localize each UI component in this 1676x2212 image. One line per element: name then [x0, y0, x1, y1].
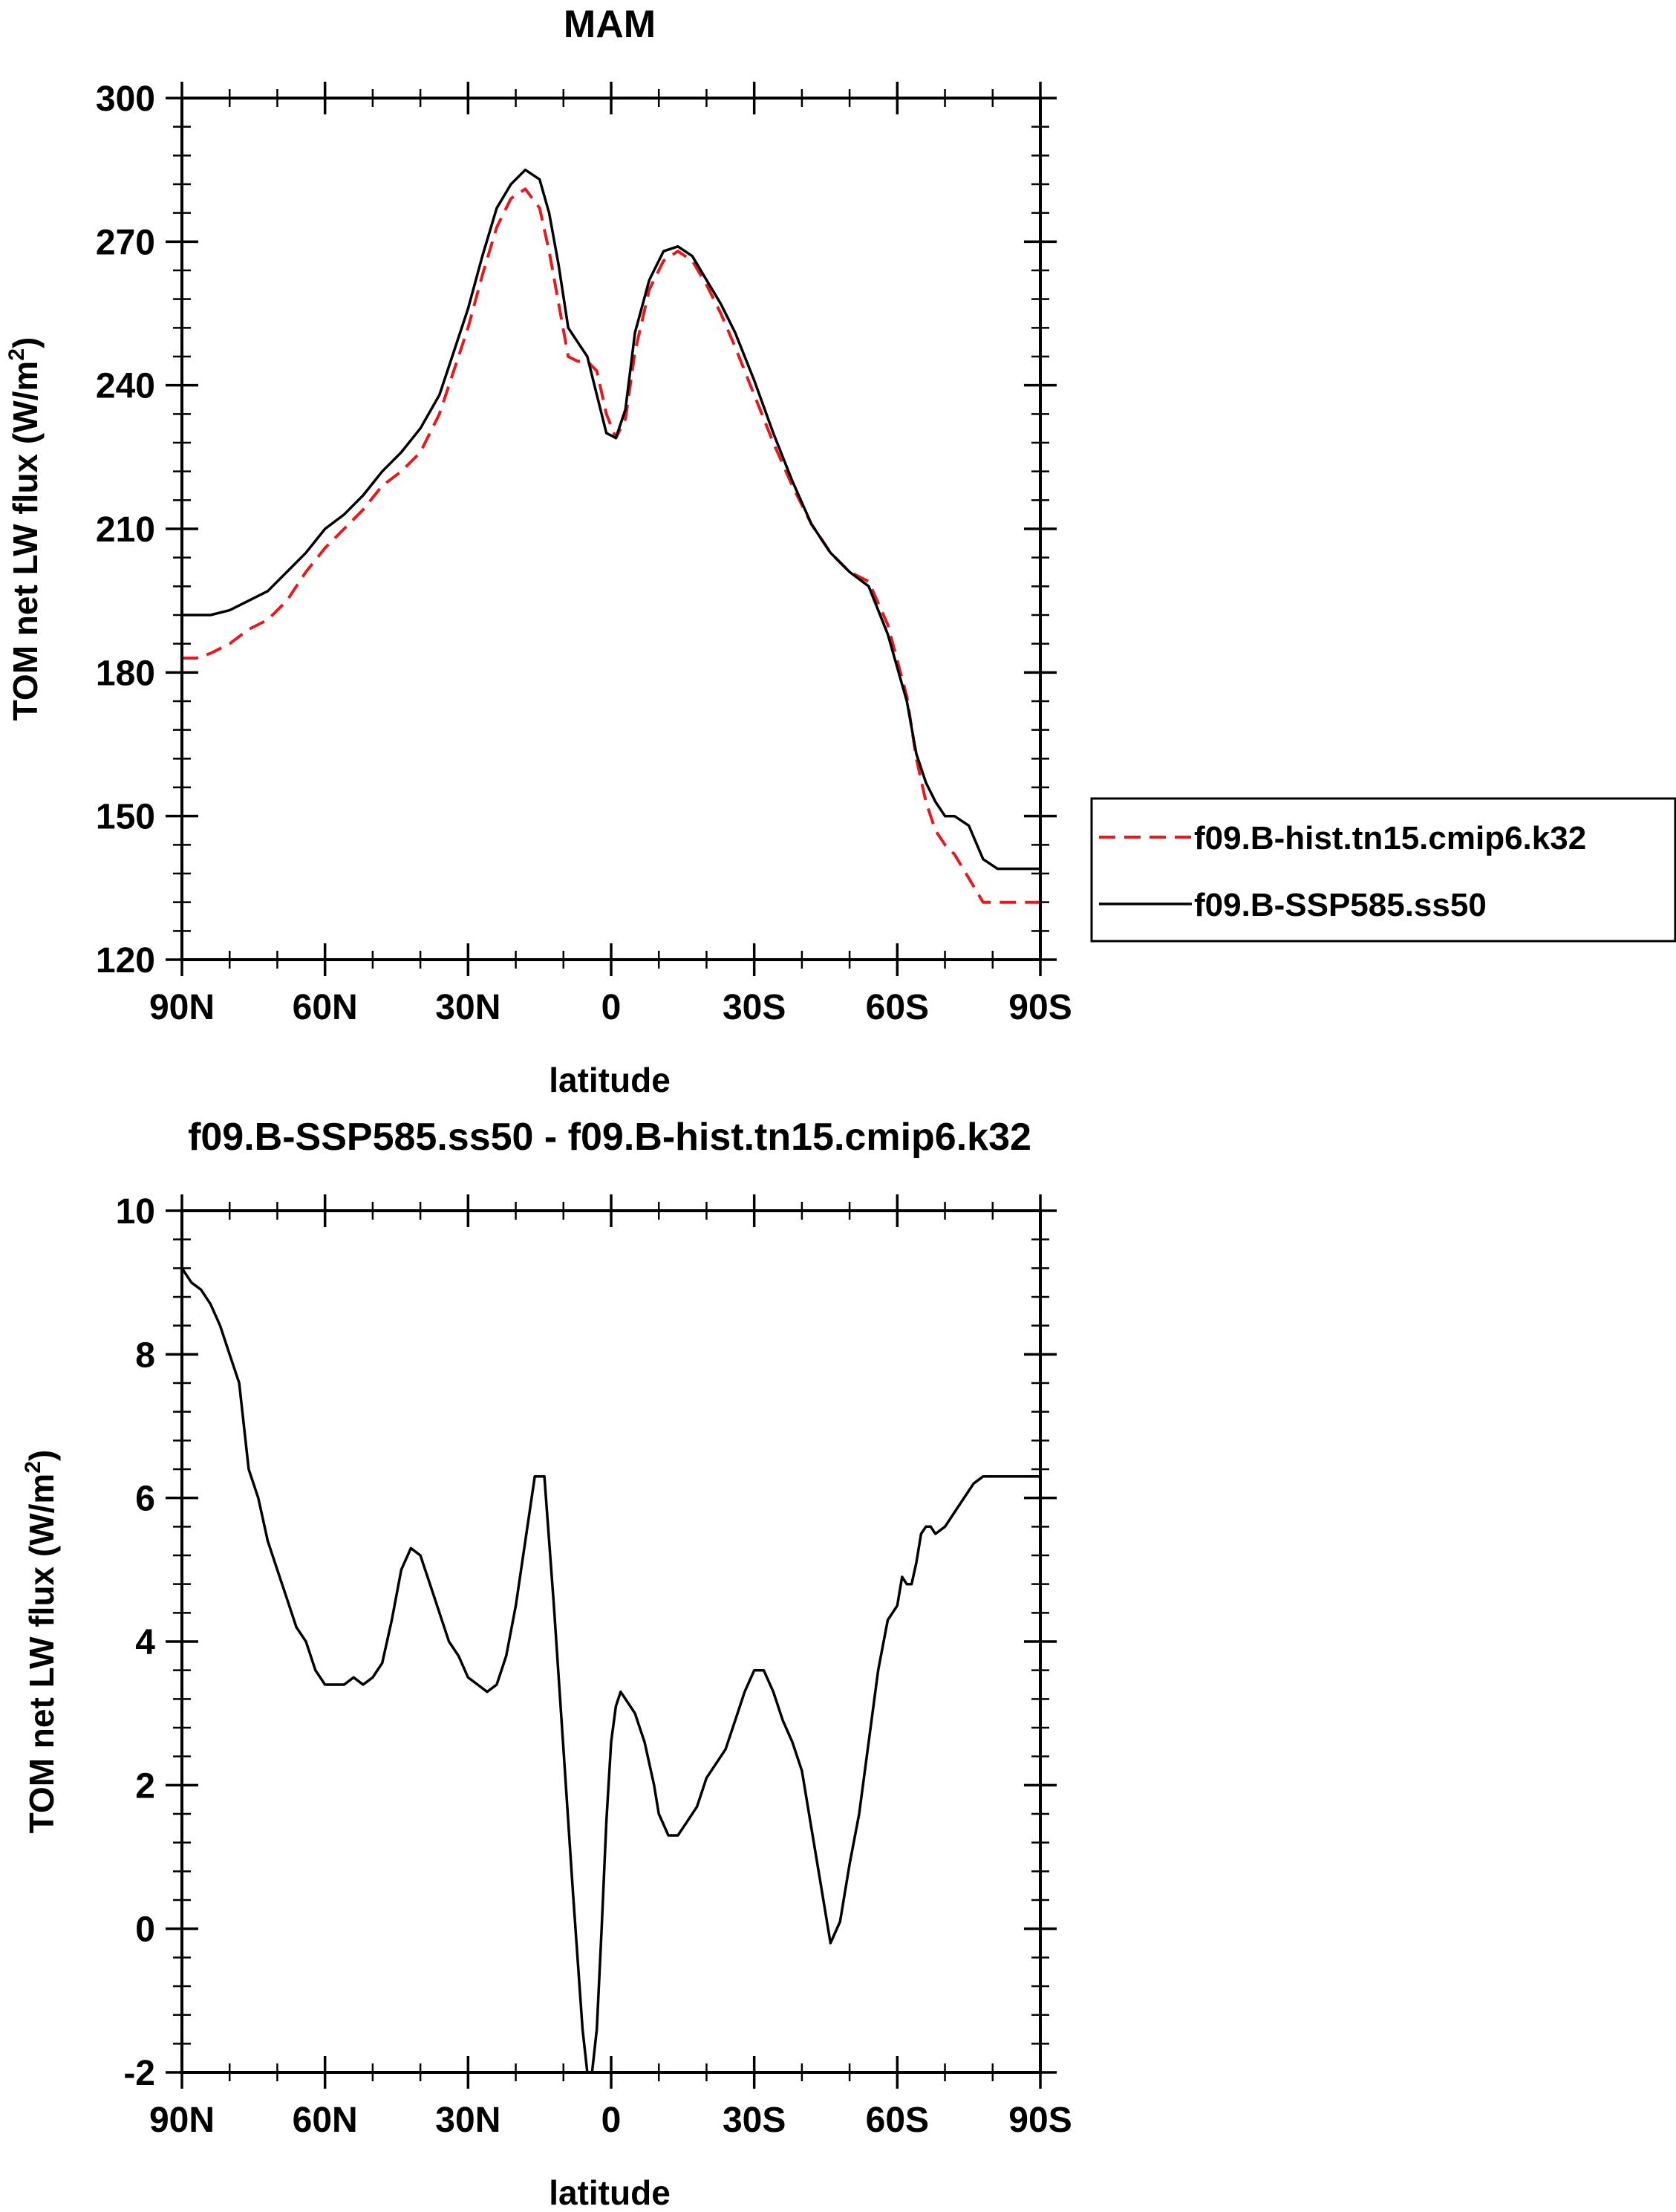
top-x-tick-labels: 90N 60N 30N 0 30S 60S 90S	[149, 988, 1072, 1027]
top-y-tick-label: 120	[96, 941, 155, 980]
top-x-tick-label: 0	[601, 988, 622, 1027]
top-plot-frame	[180, 97, 1042, 961]
bottom-series	[180, 1267, 1040, 2074]
top-x-tick-label: 60N	[293, 988, 358, 1027]
bottom-x-tick-label: 90S	[1008, 2101, 1072, 2140]
bottom-series-line-difference	[180, 1267, 1040, 2074]
bottom-chart-title: f09.B-SSP585.ss50 - f09.B-hist.tn15.cmip…	[188, 1116, 1031, 1159]
top-y-axis-title-superscript: 2	[4, 348, 29, 361]
bottom-y-tick-label: 10	[116, 1192, 155, 1232]
top-chart-title: MAM	[564, 3, 656, 46]
top-y-tick-label: 270	[96, 223, 155, 262]
top-x-tick-label: 60S	[866, 988, 929, 1027]
top-y-tick-label: 210	[96, 510, 155, 550]
bottom-y-tick-labels: -2 0 2 4 6 8 10	[116, 1192, 156, 2093]
legend: f09.B-hist.tn15.cmip6.k32 f09.B-SSP585.s…	[1090, 797, 1676, 943]
bottom-x-tick-label: 0	[601, 2101, 622, 2140]
top-axis-ticks	[166, 82, 1057, 976]
top-x-tick-label: 90S	[1008, 988, 1072, 1027]
top-y-axis-title: TOM net LW flux (W/m2)	[4, 337, 45, 721]
top-y-tick-label: 150	[96, 798, 155, 837]
top-x-tick-label: 30N	[435, 988, 500, 1027]
bottom-y-tick-label: 8	[135, 1336, 155, 1375]
bottom-axis-ticks	[166, 1194, 1057, 2089]
bottom-x-tick-label: 60S	[866, 2101, 929, 2140]
top-y-tick-labels: 120 150 180 210 240 270 300	[96, 79, 155, 980]
legend-label-hist: f09.B-hist.tn15.cmip6.k32	[1194, 820, 1586, 856]
bottom-plot-frame	[180, 1209, 1042, 2074]
top-x-tick-label: 30S	[723, 988, 786, 1027]
top-y-axis-title-suffix: )	[6, 337, 45, 348]
top-y-tick-label: 240	[96, 367, 155, 406]
bottom-y-tick-label: 4	[135, 1623, 155, 1662]
top-y-tick-label: 180	[96, 654, 155, 693]
legend-label-ssp585: f09.B-SSP585.ss50	[1194, 887, 1487, 923]
top-x-tick-label: 90N	[149, 988, 215, 1027]
top-y-tick-label: 300	[96, 79, 155, 119]
bottom-y-axis-title-suffix: )	[22, 1450, 61, 1461]
top-y-axis-title-main: TOM net LW flux (W/m	[6, 361, 45, 721]
bottom-x-tick-label: 60N	[293, 2101, 358, 2140]
bottom-panel: f09.B-SSP585.ss50 - f09.B-hist.tn15.cmip…	[21, 1116, 1072, 2212]
bottom-y-tick-label: 6	[135, 1480, 155, 1519]
bottom-y-tick-label: 0	[135, 1910, 155, 1950]
top-series-line-ssp585	[182, 168, 1040, 871]
bottom-y-tick-label: 2	[135, 1766, 155, 1806]
bottom-x-axis-title: latitude	[549, 2173, 671, 2212]
legend-box	[1090, 797, 1676, 943]
top-series	[182, 168, 1040, 904]
bottom-x-tick-label: 90N	[149, 2101, 215, 2140]
bottom-y-axis-title-superscript: 2	[21, 1461, 45, 1474]
bottom-y-axis-title-main: TOM net LW flux (W/m	[22, 1474, 61, 1834]
bottom-y-tick-label: -2	[123, 2054, 155, 2093]
bottom-x-tick-label: 30S	[723, 2101, 786, 2140]
top-panel: MAM 120 150 180 210 240 270 300 90N 60N 30N 0 30S 6…	[4, 3, 1676, 1099]
top-x-axis-title: latitude	[549, 1061, 671, 1099]
bottom-y-axis-title: TOM net LW flux (W/m2)	[21, 1450, 61, 1834]
bottom-x-tick-label: 30N	[435, 2101, 500, 2140]
bottom-x-tick-labels: 90N 60N 30N 0 30S 60S 90S	[149, 2101, 1072, 2140]
